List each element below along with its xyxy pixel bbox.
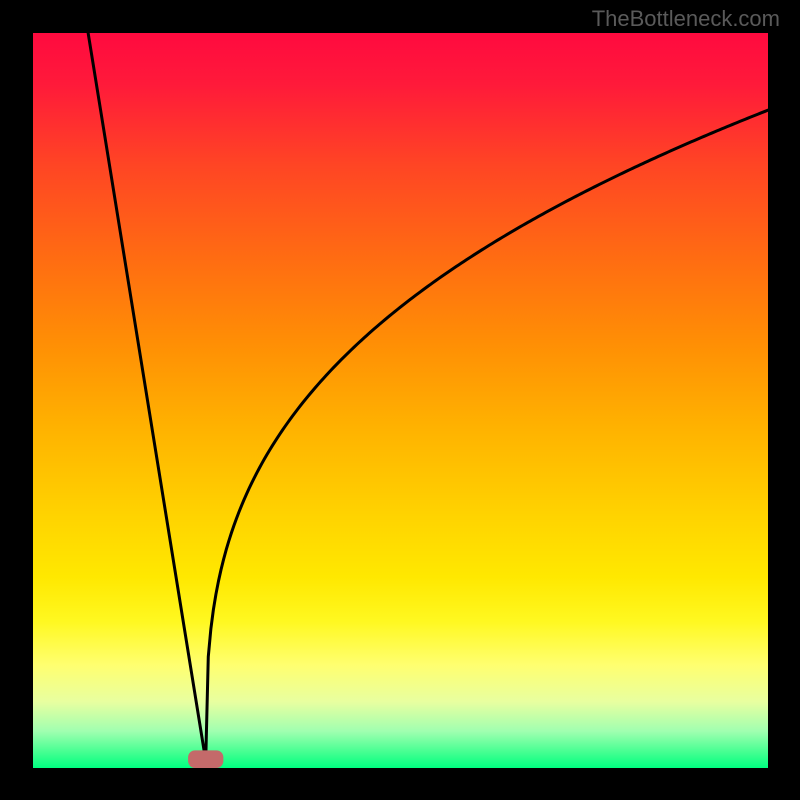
stage: TheBottleneck.com (0, 0, 800, 800)
plot-svg (33, 33, 768, 768)
optimal-point-marker (188, 750, 223, 768)
plot-area (33, 33, 768, 768)
watermark-text: TheBottleneck.com (592, 6, 780, 32)
gradient-background (33, 33, 768, 768)
